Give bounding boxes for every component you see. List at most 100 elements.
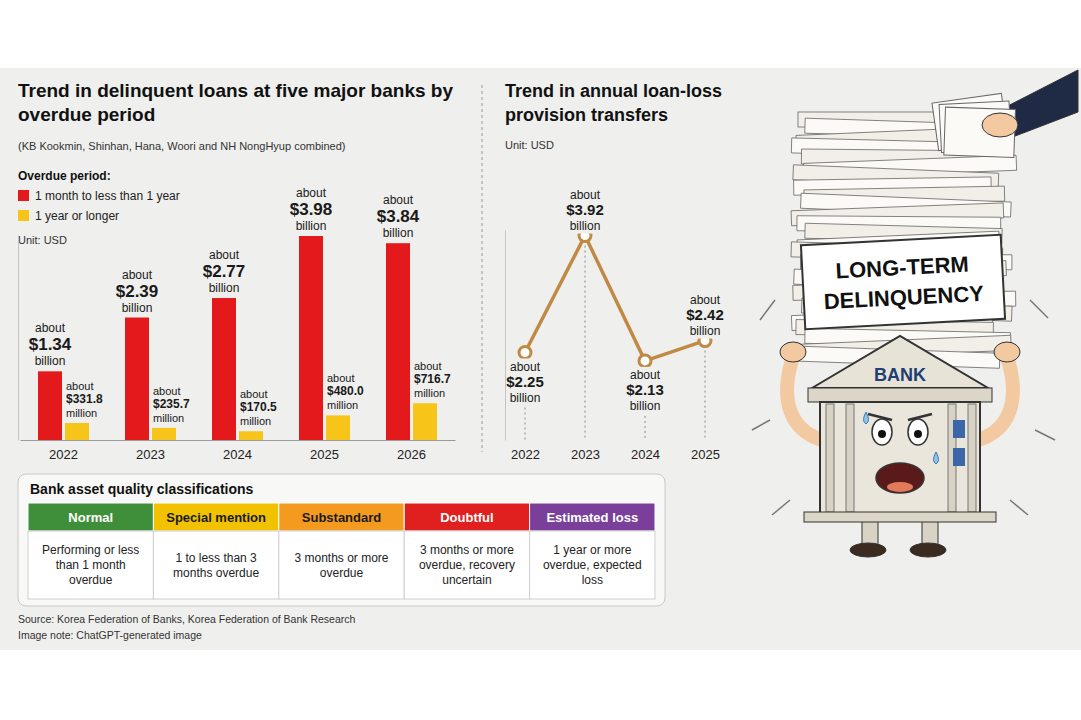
bar	[326, 415, 350, 440]
x-tick: 2026	[397, 447, 426, 462]
bars	[38, 236, 437, 440]
text-line: overdue, recovery	[419, 558, 515, 572]
label-line: about	[510, 360, 541, 374]
cell-text: 1 year or moreoverdue, expectedloss	[543, 543, 642, 587]
data-label: about$331.8million	[66, 380, 103, 419]
window	[953, 420, 965, 438]
label-line: $2.13	[626, 381, 664, 398]
shoe	[910, 543, 946, 557]
bar	[125, 318, 149, 440]
legend-title: Overdue period:	[18, 169, 111, 183]
unit-label: Unit: USD	[505, 139, 554, 151]
data-label: about$716.7million	[414, 360, 451, 399]
label-line: million	[327, 399, 358, 411]
label-line: $480.0	[327, 384, 364, 398]
text-line: overdue	[69, 573, 113, 587]
panel-background	[0, 68, 1081, 650]
text-line: provision transfers	[505, 105, 668, 125]
data-label: about$1.34billion	[29, 321, 72, 368]
hand	[780, 342, 806, 362]
data-label: about$170.5million	[240, 388, 277, 427]
data-label: about$2.77billion	[203, 248, 246, 295]
legend: Overdue period:1 month to less than 1 ye…	[18, 169, 180, 223]
x-tick-label: 2024	[631, 447, 660, 462]
x-tick: 2022	[511, 447, 540, 462]
data-label: about$3.98billion	[290, 186, 333, 233]
label-line: $2.42	[686, 306, 724, 323]
label-line: $331.8	[66, 392, 103, 406]
header-cell	[28, 503, 153, 531]
window	[953, 448, 965, 466]
pupil	[914, 430, 922, 438]
text-line: Performing or less	[42, 543, 139, 557]
text-line: overdue period	[18, 104, 155, 125]
header-label: Doubtful	[440, 510, 493, 525]
y-axis-line	[505, 231, 506, 441]
motion-line	[1035, 430, 1055, 440]
column	[826, 404, 834, 512]
label-line: billion	[209, 281, 240, 295]
infographic: Trend in delinquent loans at five major …	[0, 0, 1081, 720]
eye	[908, 419, 928, 445]
roof	[812, 336, 988, 388]
label-line: billion	[570, 219, 601, 233]
label-line: million	[414, 387, 445, 399]
label-line: billion	[35, 354, 66, 368]
cell-text: 3 months or moreoverdue	[294, 551, 388, 580]
label-patch	[624, 367, 666, 414]
label-line: million	[66, 407, 97, 419]
y-axis	[505, 231, 506, 441]
x-tick-label: 2026	[397, 447, 426, 462]
sweat-drop	[864, 412, 869, 424]
cell-text: 3 months or moreoverdue, recoveryuncerta…	[419, 543, 515, 587]
body-cell	[530, 531, 655, 599]
building-body	[820, 402, 980, 514]
label-line: about	[240, 388, 268, 400]
data-label: about$2.39billion	[116, 268, 159, 315]
x-tick-label: 2023	[136, 447, 165, 462]
x-tick: 2024	[223, 447, 252, 462]
label-patch	[684, 292, 726, 339]
header-label: Normal	[68, 510, 113, 525]
bar	[413, 403, 437, 440]
label-line: billion	[296, 219, 327, 233]
bar	[239, 431, 263, 440]
label-line: $2.25	[506, 373, 544, 390]
x-tick: 2023	[571, 447, 600, 462]
text-line: than 1 month	[56, 558, 126, 572]
mouth	[876, 463, 924, 493]
data-labels: about$2.25billionabout$3.92billionabout$…	[504, 187, 726, 414]
body-cell	[28, 531, 153, 599]
page-background	[0, 0, 1081, 720]
marker	[639, 355, 651, 367]
bar	[299, 236, 323, 440]
motion-line	[772, 500, 790, 515]
header-cell	[279, 503, 404, 531]
column	[968, 404, 976, 512]
label-line: about	[630, 368, 661, 382]
table-frame	[18, 474, 665, 606]
data-label: about$480.0million	[327, 372, 364, 411]
bar	[212, 298, 236, 440]
shoe	[850, 543, 886, 557]
header-cell	[530, 503, 655, 531]
text-line: Trend in annual loan-loss	[505, 81, 722, 101]
table-title: Bank asset quality classifications	[30, 481, 254, 497]
x-tick-label: 2022	[511, 447, 540, 462]
image-note: Image note: ChatGPT-generated image	[18, 629, 202, 641]
x-tick: 2023	[136, 447, 165, 462]
label-line: billion	[510, 391, 541, 405]
base-step	[804, 512, 996, 522]
label-line: $1.34	[29, 335, 72, 354]
label-line: about	[383, 193, 414, 207]
x-axis: 20222023202420252026	[21, 441, 456, 463]
motion-line	[760, 300, 775, 320]
legend-label: 1 year or longer	[35, 209, 119, 223]
marker	[519, 347, 531, 359]
x-tick-label: 2022	[49, 447, 78, 462]
text-line: overdue	[320, 566, 364, 580]
chart-title: Trend in annual loan-loss provision trans…	[505, 81, 722, 125]
data-label: about$3.92billion	[566, 188, 604, 233]
bar	[65, 423, 89, 440]
label-line: about	[209, 248, 240, 262]
